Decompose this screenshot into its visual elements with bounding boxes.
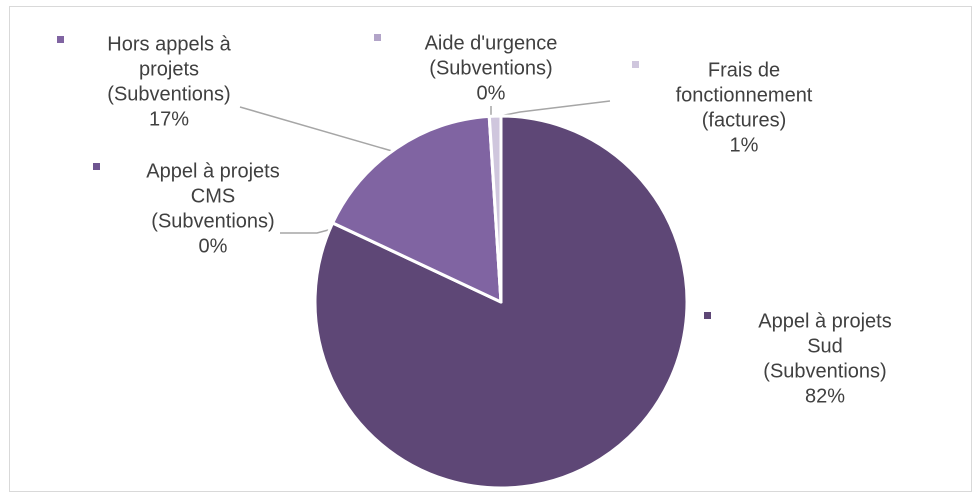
leader-line	[280, 228, 333, 234]
slice-name-label: Appel à projets	[758, 310, 891, 332]
slice-name-label: CMS	[191, 185, 235, 207]
slice-name-label: Appel à projets	[146, 160, 279, 182]
slice-name-label: Frais de	[708, 59, 780, 81]
slice-percent-label: 0%	[199, 235, 228, 257]
label-marker	[57, 36, 64, 43]
leader-line	[239, 106, 393, 152]
slice-name-label: (Subventions)	[429, 57, 552, 79]
pie-slice	[331, 114, 503, 304]
label-marker	[704, 312, 711, 319]
slice-labels: Appel à projets Sud (Subventions) 82% Appel …	[57, 32, 892, 407]
slice-name-label: (Subventions)	[107, 83, 230, 105]
pie-slice	[487, 114, 503, 304]
slice-name-label: Sud	[807, 335, 843, 357]
slice-percent-label: 82%	[805, 385, 845, 407]
slice-percent-label: 1%	[730, 134, 759, 156]
slice-name-label: (factures)	[702, 109, 786, 131]
slice-name-label: (Subventions)	[763, 360, 886, 382]
label-marker	[93, 163, 100, 170]
label-marker	[374, 34, 381, 41]
label-marker	[632, 61, 639, 68]
slice-name-label: Aide d'urgence	[425, 32, 558, 54]
slice-name-label: (Subventions)	[151, 210, 274, 232]
slice-percent-label: 0%	[477, 82, 506, 104]
slice-name-label: projets	[139, 58, 199, 80]
slice-name-label: Hors appels à	[107, 33, 231, 55]
slice-name-label: fonctionnement	[676, 84, 813, 106]
pie-slices	[313, 114, 689, 490]
leader-line	[494, 100, 611, 118]
slice-percent-label: 17%	[149, 108, 189, 130]
